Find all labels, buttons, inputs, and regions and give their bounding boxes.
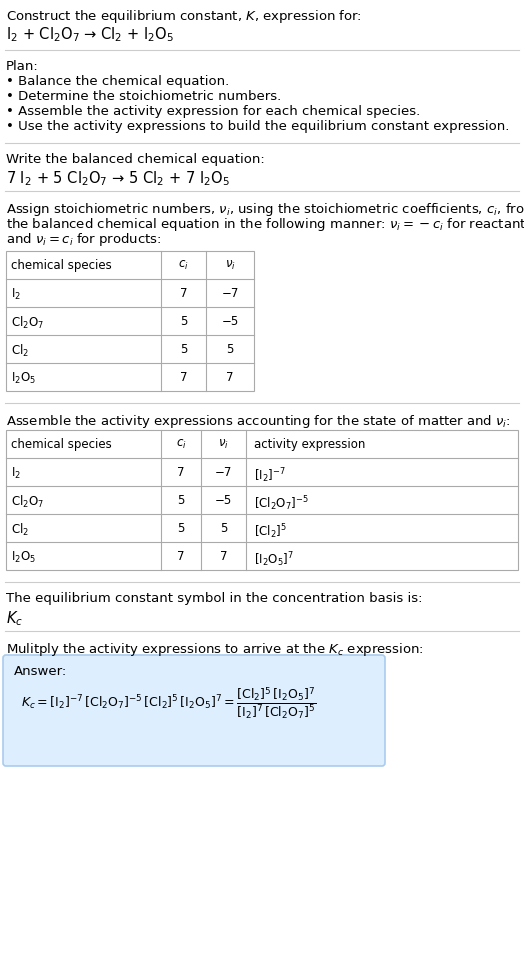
Text: 5: 5: [220, 522, 227, 535]
Text: [Cl$_2$O$_7$]$^{-5}$: [Cl$_2$O$_7$]$^{-5}$: [254, 494, 309, 512]
Text: 5: 5: [180, 315, 187, 328]
Text: $c_i$: $c_i$: [178, 259, 189, 272]
Text: 5: 5: [177, 494, 184, 507]
Text: −7: −7: [221, 287, 239, 300]
Text: I$_2$: I$_2$: [11, 287, 21, 302]
Bar: [6, 251, 254, 391]
Text: • Balance the chemical equation.: • Balance the chemical equation.: [6, 75, 230, 88]
Text: [Cl$_2$]$^5$: [Cl$_2$]$^5$: [254, 522, 287, 540]
Text: Construct the equilibrium constant, $K$, expression for:: Construct the equilibrium constant, $K$,…: [6, 8, 362, 25]
Text: I$_2$O$_5$: I$_2$O$_5$: [11, 371, 36, 386]
Text: [I$_2$]$^{-7}$: [I$_2$]$^{-7}$: [254, 466, 286, 484]
Text: I$_2$: I$_2$: [11, 466, 21, 482]
Text: activity expression: activity expression: [254, 438, 365, 451]
FancyBboxPatch shape: [3, 655, 385, 766]
Text: [I$_2$O$_5$]$^7$: [I$_2$O$_5$]$^7$: [254, 550, 294, 568]
Text: and $\nu_i = c_i$ for products:: and $\nu_i = c_i$ for products:: [6, 231, 161, 248]
Text: $K_c$: $K_c$: [6, 609, 23, 627]
Text: $\nu_i$: $\nu_i$: [225, 259, 235, 272]
Text: $c_i$: $c_i$: [176, 438, 187, 451]
Text: 7: 7: [180, 371, 187, 384]
Text: 7: 7: [226, 371, 234, 384]
Text: $K_c = [\mathrm{I_2}]^{-7}\,[\mathrm{Cl_2O_7}]^{-5}\,[\mathrm{Cl_2}]^5\,[\mathrm: $K_c = [\mathrm{I_2}]^{-7}\,[\mathrm{Cl_…: [21, 685, 316, 721]
Text: chemical species: chemical species: [11, 438, 112, 451]
Text: 7 I$_2$ + 5 Cl$_2$O$_7$ → 5 Cl$_2$ + 7 I$_2$O$_5$: 7 I$_2$ + 5 Cl$_2$O$_7$ → 5 Cl$_2$ + 7 I…: [6, 169, 230, 188]
Text: Cl$_2$: Cl$_2$: [11, 343, 29, 359]
Text: Cl$_2$O$_7$: Cl$_2$O$_7$: [11, 315, 44, 331]
Text: $\nu_i$: $\nu_i$: [218, 438, 229, 451]
Text: 7: 7: [177, 466, 185, 479]
Text: −7: −7: [215, 466, 232, 479]
Text: • Determine the stoichiometric numbers.: • Determine the stoichiometric numbers.: [6, 90, 281, 103]
Text: 5: 5: [180, 343, 187, 356]
Text: Cl$_2$: Cl$_2$: [11, 522, 29, 538]
Text: −5: −5: [221, 315, 238, 328]
Text: • Assemble the activity expression for each chemical species.: • Assemble the activity expression for e…: [6, 105, 420, 118]
Text: −5: −5: [215, 494, 232, 507]
Text: Plan:: Plan:: [6, 60, 39, 73]
Text: Mulitply the activity expressions to arrive at the $K_c$ expression:: Mulitply the activity expressions to arr…: [6, 641, 424, 658]
Text: Assign stoichiometric numbers, $\nu_i$, using the stoichiometric coefficients, $: Assign stoichiometric numbers, $\nu_i$, …: [6, 201, 524, 218]
Text: 5: 5: [226, 343, 234, 356]
Text: • Use the activity expressions to build the equilibrium constant expression.: • Use the activity expressions to build …: [6, 120, 509, 133]
Text: I$_2$O$_5$: I$_2$O$_5$: [11, 550, 36, 565]
Text: Answer:: Answer:: [14, 665, 67, 678]
Text: 7: 7: [177, 550, 185, 563]
Text: the balanced chemical equation in the following manner: $\nu_i = -c_i$ for react: the balanced chemical equation in the fo…: [6, 216, 524, 233]
Text: 7: 7: [180, 287, 187, 300]
Text: I$_2$ + Cl$_2$O$_7$ → Cl$_2$ + I$_2$O$_5$: I$_2$ + Cl$_2$O$_7$ → Cl$_2$ + I$_2$O$_5…: [6, 25, 174, 43]
Text: chemical species: chemical species: [11, 259, 112, 272]
Text: Assemble the activity expressions accounting for the state of matter and $\nu_i$: Assemble the activity expressions accoun…: [6, 413, 511, 430]
Text: 5: 5: [177, 522, 184, 535]
Text: 7: 7: [220, 550, 227, 563]
Bar: [6, 430, 518, 570]
Text: Write the balanced chemical equation:: Write the balanced chemical equation:: [6, 153, 265, 166]
Text: The equilibrium constant symbol in the concentration basis is:: The equilibrium constant symbol in the c…: [6, 592, 422, 605]
Text: Cl$_2$O$_7$: Cl$_2$O$_7$: [11, 494, 44, 510]
